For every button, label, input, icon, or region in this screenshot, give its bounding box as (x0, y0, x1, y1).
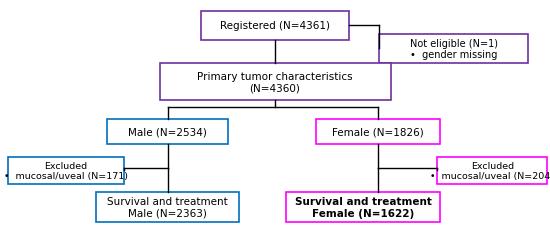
FancyBboxPatch shape (316, 119, 440, 144)
FancyBboxPatch shape (160, 64, 390, 101)
Text: Excluded
•  mucosal/uveal (N=171): Excluded • mucosal/uveal (N=171) (4, 161, 128, 180)
FancyBboxPatch shape (201, 11, 349, 41)
FancyBboxPatch shape (379, 34, 528, 64)
Text: Primary tumor characteristics
(N=4360): Primary tumor characteristics (N=4360) (197, 72, 353, 93)
Text: Not eligible (N=1)
•  gender missing: Not eligible (N=1) • gender missing (410, 38, 498, 60)
Text: Registered (N=4361): Registered (N=4361) (220, 21, 330, 31)
FancyBboxPatch shape (107, 119, 228, 144)
FancyBboxPatch shape (8, 157, 124, 184)
Text: Female (N=1826): Female (N=1826) (332, 127, 424, 137)
Text: Male (N=2534): Male (N=2534) (128, 127, 207, 137)
Text: Excluded
•  mucosal/uveal (N=204): Excluded • mucosal/uveal (N=204) (430, 161, 550, 180)
FancyBboxPatch shape (437, 157, 547, 184)
Text: Survival and treatment
Female (N=1622): Survival and treatment Female (N=1622) (295, 196, 431, 218)
FancyBboxPatch shape (96, 192, 239, 222)
Text: Survival and treatment
Male (N=2363): Survival and treatment Male (N=2363) (107, 196, 228, 218)
FancyBboxPatch shape (286, 192, 440, 222)
